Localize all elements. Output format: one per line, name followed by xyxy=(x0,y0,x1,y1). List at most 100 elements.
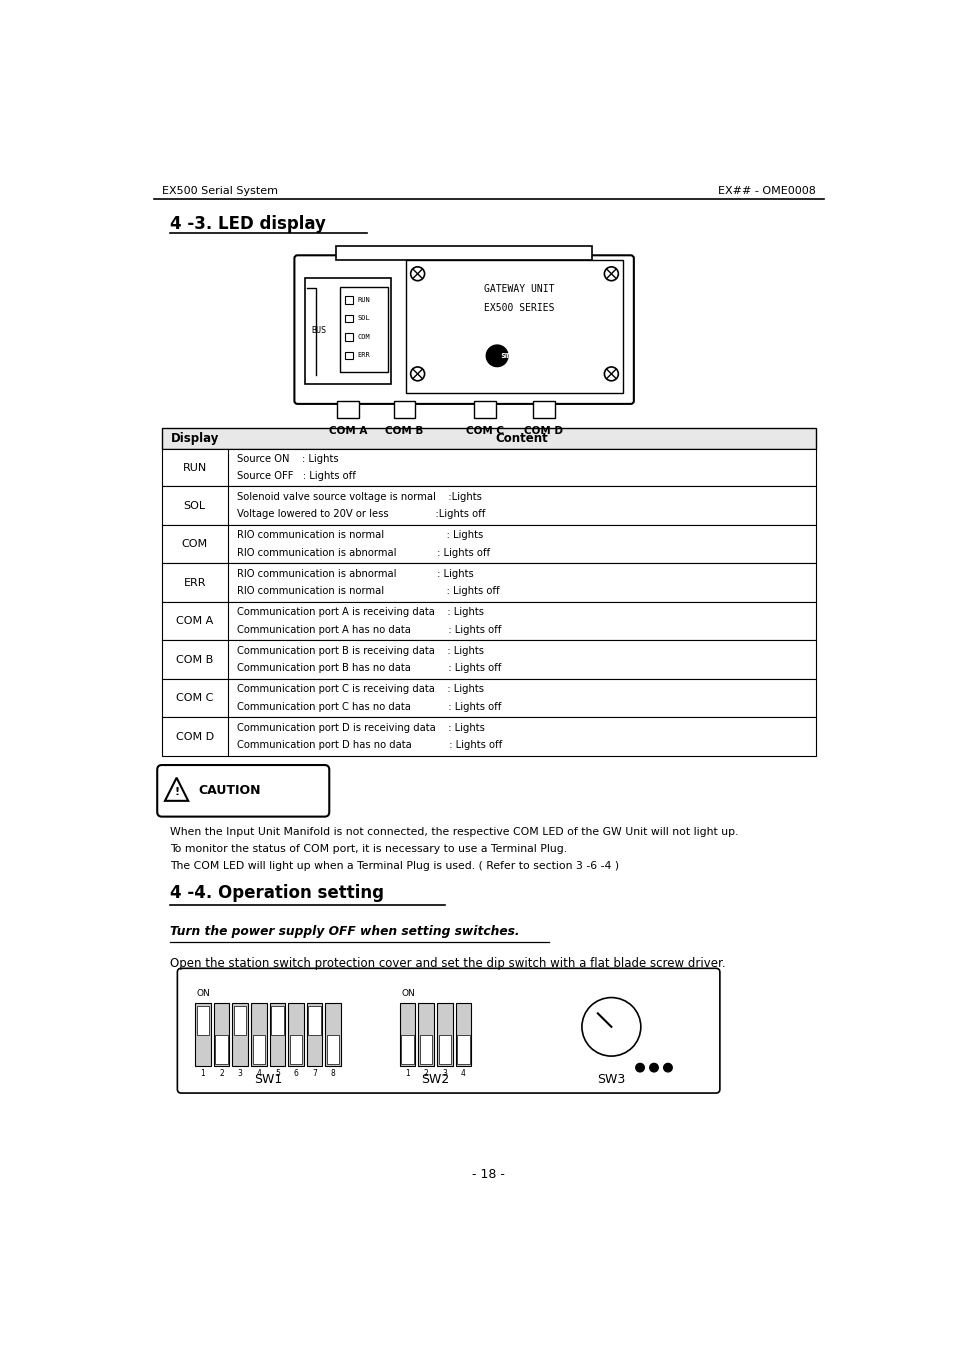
Text: To monitor the status of COM port, it is necessary to use a Terminal Plug.: To monitor the status of COM port, it is… xyxy=(170,844,566,854)
Text: Voltage lowered to 20V or less               :Lights off: Voltage lowered to 20V or less :Lights o… xyxy=(236,509,485,519)
Text: SOL: SOL xyxy=(184,500,206,511)
Text: 4: 4 xyxy=(460,1069,465,1078)
Text: Turn the power supply OFF when setting switches.: Turn the power supply OFF when setting s… xyxy=(170,925,518,938)
Text: COM C: COM C xyxy=(466,427,503,436)
Text: EX## - OME0008: EX## - OME0008 xyxy=(718,186,815,196)
Text: Communication port C has no data            : Lights off: Communication port C has no data : Light… xyxy=(236,703,501,712)
Text: Communication port A is receiving data    : Lights: Communication port A is receiving data :… xyxy=(236,607,483,617)
Text: Open the station switch protection cover and set the dip switch with a flat blad: Open the station switch protection cover… xyxy=(170,958,724,970)
Bar xyxy=(335,246,592,259)
Text: 3: 3 xyxy=(237,1069,242,1078)
Bar xyxy=(162,717,815,755)
Bar xyxy=(307,1002,322,1066)
FancyBboxPatch shape xyxy=(157,765,329,816)
Text: Communication port C is receiving data    : Lights: Communication port C is receiving data :… xyxy=(236,684,483,694)
Bar xyxy=(344,334,353,340)
Bar xyxy=(401,1035,414,1063)
Text: COM D: COM D xyxy=(175,731,213,742)
Circle shape xyxy=(663,1063,672,1071)
Bar xyxy=(325,1002,340,1066)
Bar xyxy=(340,286,388,372)
Bar xyxy=(406,259,622,393)
Bar xyxy=(213,1002,229,1066)
Circle shape xyxy=(581,997,640,1056)
FancyBboxPatch shape xyxy=(177,969,720,1093)
Bar xyxy=(162,678,815,717)
Text: 4 -3. LED display: 4 -3. LED display xyxy=(170,215,325,232)
Bar xyxy=(162,601,815,640)
Text: COM B: COM B xyxy=(385,427,423,436)
Bar xyxy=(456,1002,471,1066)
Text: 8: 8 xyxy=(331,1069,335,1078)
Bar xyxy=(162,524,815,563)
Text: SW1: SW1 xyxy=(253,1074,282,1086)
Text: Communication port B has no data            : Lights off: Communication port B has no data : Light… xyxy=(236,663,501,673)
Bar xyxy=(215,1035,228,1063)
Text: CAUTION: CAUTION xyxy=(198,785,260,797)
Text: SW3: SW3 xyxy=(597,1074,625,1086)
Bar xyxy=(162,563,815,601)
Bar xyxy=(327,1035,339,1063)
Bar xyxy=(344,296,353,304)
Text: 5: 5 xyxy=(274,1069,279,1078)
Bar xyxy=(271,1006,283,1035)
Bar xyxy=(305,277,390,384)
Text: Source ON    : Lights: Source ON : Lights xyxy=(236,454,338,465)
Text: RIO communication is abnormal             : Lights off: RIO communication is abnormal : Lights o… xyxy=(236,549,490,558)
Bar xyxy=(253,1035,265,1063)
Text: COM: COM xyxy=(356,334,370,340)
Bar xyxy=(233,1002,248,1066)
Text: RUN: RUN xyxy=(182,463,207,473)
Text: Communication port D is receiving data    : Lights: Communication port D is receiving data :… xyxy=(236,723,484,732)
Text: COM A: COM A xyxy=(329,427,367,436)
Circle shape xyxy=(635,1063,643,1071)
Bar xyxy=(456,1035,469,1063)
Text: 4: 4 xyxy=(256,1069,261,1078)
Bar xyxy=(290,1035,302,1063)
Text: BUS: BUS xyxy=(312,326,326,335)
Bar xyxy=(419,1035,432,1063)
Text: SOL: SOL xyxy=(356,315,370,322)
Bar xyxy=(162,486,815,524)
Circle shape xyxy=(649,1063,658,1071)
Text: GATEWAY UNIT: GATEWAY UNIT xyxy=(483,284,554,295)
Bar xyxy=(196,1006,209,1035)
Polygon shape xyxy=(165,778,188,801)
Text: ON: ON xyxy=(401,989,415,998)
Text: - 18 -: - 18 - xyxy=(472,1169,505,1181)
Text: 6: 6 xyxy=(294,1069,298,1078)
Text: COM C: COM C xyxy=(176,693,213,703)
Text: The COM LED will light up when a Terminal Plug is used. ( Refer to section 3 -6 : The COM LED will light up when a Termina… xyxy=(170,862,618,871)
Bar xyxy=(344,351,353,359)
Text: 2: 2 xyxy=(423,1069,428,1078)
Text: ERR: ERR xyxy=(183,577,206,588)
Text: ON: ON xyxy=(196,989,211,998)
Text: 7: 7 xyxy=(312,1069,316,1078)
Text: COM: COM xyxy=(182,539,208,549)
Text: RIO communication is normal                    : Lights: RIO communication is normal : Lights xyxy=(236,530,483,540)
Text: 1: 1 xyxy=(405,1069,410,1078)
Bar xyxy=(162,428,815,450)
Text: Solenoid valve source voltage is normal    :Lights: Solenoid valve source voltage is normal … xyxy=(236,492,481,501)
Bar xyxy=(162,450,815,486)
Bar xyxy=(308,1006,320,1035)
Bar xyxy=(394,401,415,417)
Text: 4 -4. Operation setting: 4 -4. Operation setting xyxy=(170,884,383,902)
Text: 1: 1 xyxy=(200,1069,205,1078)
Text: Communication port B is receiving data    : Lights: Communication port B is receiving data :… xyxy=(236,646,483,655)
Circle shape xyxy=(486,345,507,366)
Text: Communication port A has no data            : Lights off: Communication port A has no data : Light… xyxy=(236,626,501,635)
Text: ERR: ERR xyxy=(356,353,370,358)
Bar xyxy=(251,1002,266,1066)
Text: Communication port D has no data            : Lights off: Communication port D has no data : Light… xyxy=(236,740,502,750)
Bar xyxy=(474,401,496,417)
Bar xyxy=(344,315,353,323)
Text: !: ! xyxy=(173,786,179,797)
Bar xyxy=(288,1002,303,1066)
Bar xyxy=(195,1002,211,1066)
Text: When the Input Unit Manifold is not connected, the respective COM LED of the GW : When the Input Unit Manifold is not conn… xyxy=(170,827,738,838)
Text: Content: Content xyxy=(495,432,548,444)
Text: RUN: RUN xyxy=(356,297,370,303)
Bar xyxy=(399,1002,415,1066)
Bar xyxy=(270,1002,285,1066)
